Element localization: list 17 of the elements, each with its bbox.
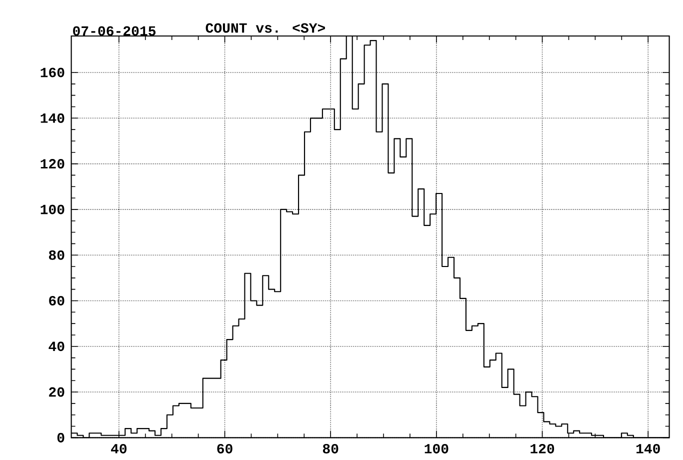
text: 07-06-2015 <box>73 26 156 36</box>
y-tick-label: 80 <box>48 250 64 260</box>
x-tick-label: 60 <box>217 444 232 454</box>
x-tick-label: 80 <box>322 444 338 454</box>
chart-title: COUNT vs. <SY> <box>206 23 325 33</box>
y-tick-label: 0 <box>57 432 64 442</box>
y-tick-label: 120 <box>40 159 64 169</box>
x-tick-label: 40 <box>111 444 127 454</box>
y-tick-label: 100 <box>40 204 64 214</box>
y-tick-label: 160 <box>40 68 64 78</box>
x-tick-label: 100 <box>424 444 448 454</box>
y-tick-label: 20 <box>49 387 64 397</box>
y-tick-label: 140 <box>40 113 64 123</box>
y-tick-label: 40 <box>48 342 64 352</box>
y-tick-label: 60 <box>49 296 64 306</box>
x-tick-label: 140 <box>636 444 660 454</box>
x-tick-label: 120 <box>530 444 554 454</box>
